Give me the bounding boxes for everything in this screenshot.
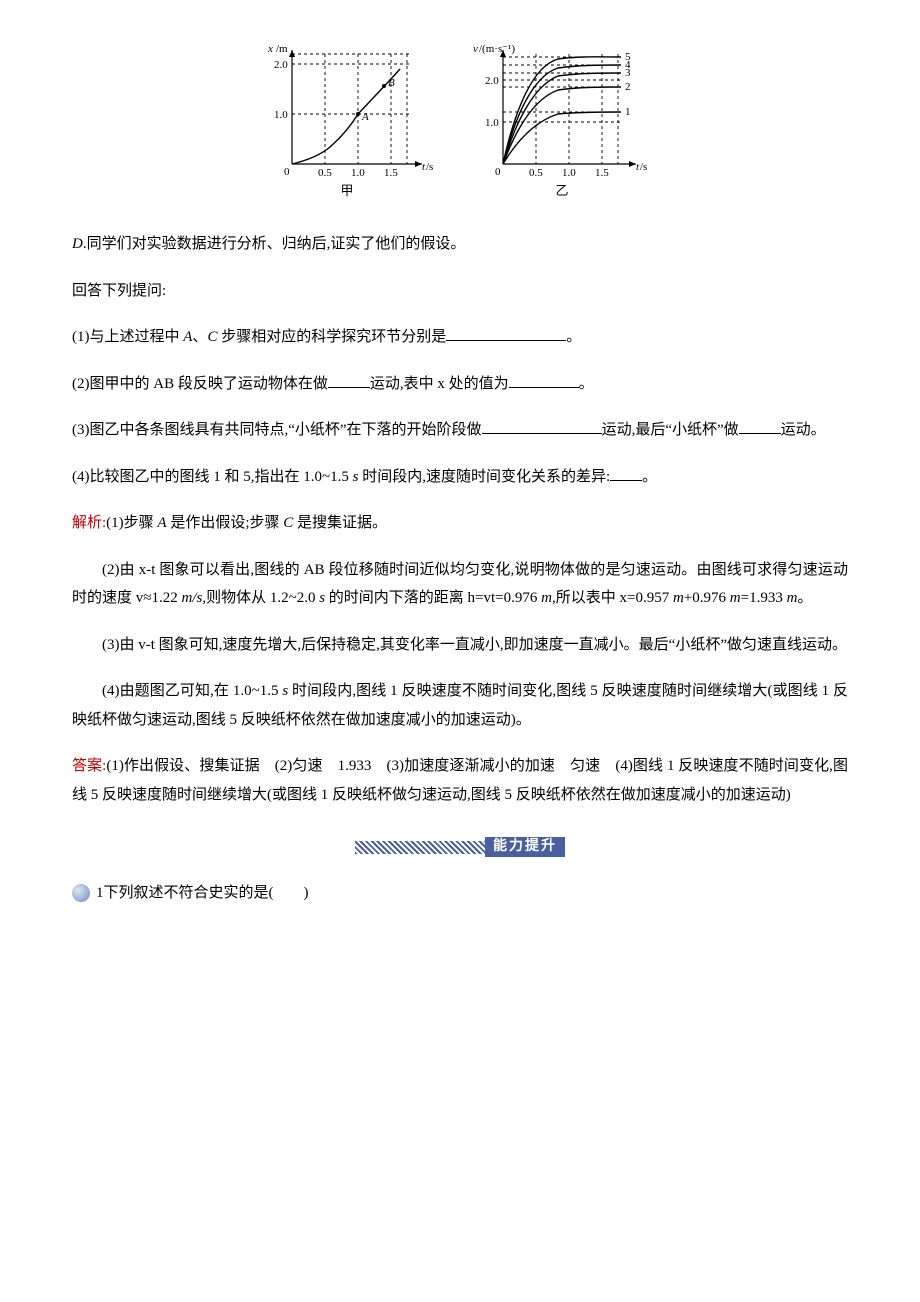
question-3: (3)图乙中各条图线具有共同特点,“小纸杯”在下落的开始阶段做运动,最后“小纸杯… xyxy=(72,416,848,445)
question-text: 下列叙述不符合史实的是( ) xyxy=(104,879,309,908)
question-4: (4)比较图乙中的图线 1 和 5,指出在 1.0~1.5 s 时间段内,速度随… xyxy=(72,463,848,492)
analysis-2: (2)由 x-t 图象可以看出,图线的 AB 段位移随时间近似均匀变化,说明物体… xyxy=(72,556,848,613)
section-label: 能力提升 xyxy=(485,837,565,857)
analysis-3: (3)由 v-t 图象可知,速度先增大,后保持稳定,其变化率一直减小,即加速度一… xyxy=(72,631,848,660)
svg-text:1.0: 1.0 xyxy=(485,117,499,129)
answer-prompt: 回答下列提问: xyxy=(72,277,848,306)
chart-jia-caption: 甲 xyxy=(340,183,353,198)
step-d: DD.同学们对实验数据进行分析、归纳后,证实了他们的假设。.同学们对实验数据进行… xyxy=(72,230,848,259)
svg-text:0.5: 0.5 xyxy=(318,167,332,179)
charts-row: A B x /m 1.0 2.0 0 0.5 1.0 1.5 t /s 甲 xyxy=(72,40,848,200)
svg-text:B: B xyxy=(388,77,395,89)
svg-text:/m: /m xyxy=(276,43,288,55)
question-2: (2)图甲中的 AB 段反映了运动物体在做运动,表中 x 处的值为。 xyxy=(72,370,848,399)
svg-text:1: 1 xyxy=(625,106,631,118)
analysis-1: 解析:(1)步骤 A 是作出假设;步骤 C 是搜集证据。 xyxy=(72,509,848,538)
svg-text:1.0: 1.0 xyxy=(562,167,576,179)
bullet-icon xyxy=(72,884,90,902)
svg-text:0: 0 xyxy=(495,166,501,178)
svg-text:1.0: 1.0 xyxy=(351,167,365,179)
chart-yi: 5 4 3 2 1 v /(m·s⁻¹) 1.0 2.0 0 0.5 1.0 1… xyxy=(465,40,660,200)
svg-text:2.0: 2.0 xyxy=(274,59,288,71)
question-1: (1)与上述过程中 A、C 步骤相对应的科学探究环节分别是。 xyxy=(72,323,848,352)
svg-text:x: x xyxy=(267,43,273,55)
svg-text:1.5: 1.5 xyxy=(384,167,398,179)
analysis-4: (4)由题图乙可知,在 1.0~1.5 s 时间段内,图线 1 反映速度不随时间… xyxy=(72,677,848,734)
svg-text:v: v xyxy=(473,43,478,55)
svg-text:2.0: 2.0 xyxy=(485,75,499,87)
svg-text:1.0: 1.0 xyxy=(274,109,288,121)
svg-text:/s: /s xyxy=(640,161,647,173)
svg-text:2: 2 xyxy=(625,81,631,93)
svg-text:3: 3 xyxy=(625,67,631,79)
svg-text:0: 0 xyxy=(284,166,290,178)
section-header: 能力提升 xyxy=(72,837,848,857)
svg-text:0.5: 0.5 xyxy=(529,167,543,179)
svg-text:/s: /s xyxy=(426,161,433,173)
svg-text:/(m·s⁻¹): /(m·s⁻¹) xyxy=(479,43,515,55)
chart-jia: A B x /m 1.0 2.0 0 0.5 1.0 1.5 t /s 甲 xyxy=(260,40,435,200)
question-row: 1 下列叙述不符合史实的是( ) xyxy=(72,879,848,908)
chart-yi-caption: 乙 xyxy=(555,183,568,198)
svg-text:1.5: 1.5 xyxy=(595,167,609,179)
final-answer: 答案:(1)作出假设、搜集证据 (2)匀速 1.933 (3)加速度逐渐减小的加… xyxy=(72,752,848,809)
svg-text:A: A xyxy=(361,111,369,123)
section-hatch xyxy=(355,841,485,854)
question-number: 1 xyxy=(96,879,104,908)
